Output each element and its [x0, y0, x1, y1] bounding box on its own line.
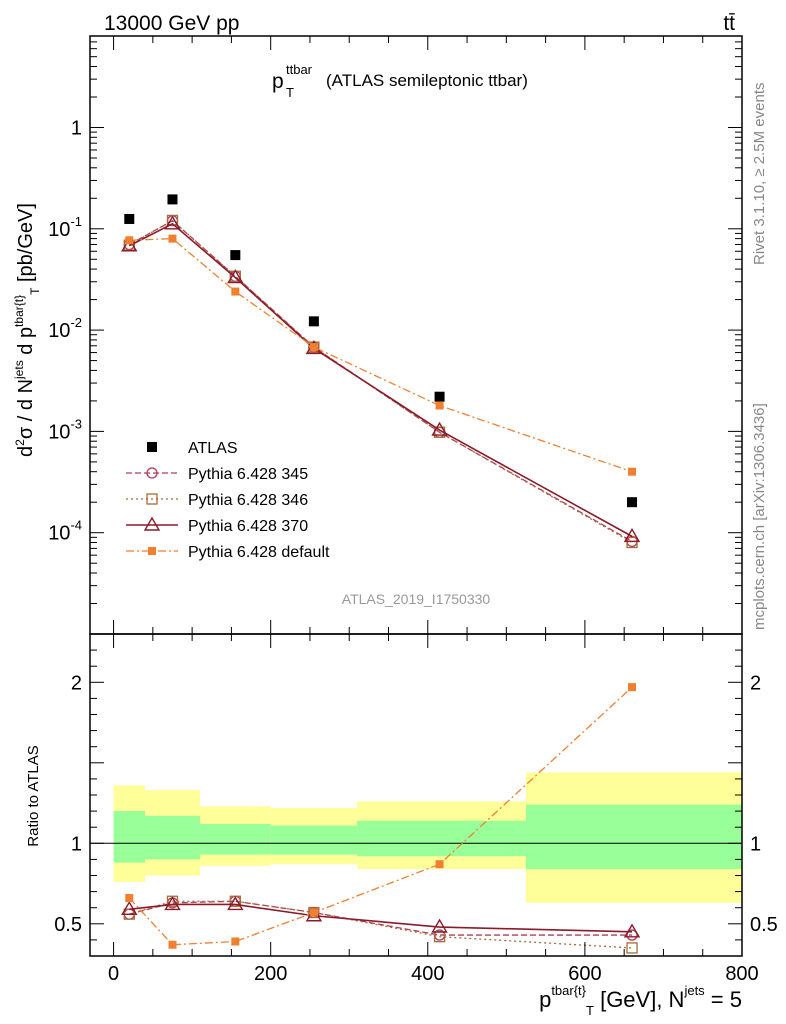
main-ytick-label: 10-4: [48, 518, 82, 545]
data-point-3: [623, 527, 641, 543]
plot-title-p: p: [272, 70, 284, 93]
ratio-ytick-label-right: 2: [750, 672, 761, 694]
main-ytick-label: 1: [71, 117, 82, 139]
ratio-line-2: [129, 903, 633, 933]
ratio-band-green: [144, 815, 200, 860]
legend-label-3: Pythia 6.428 370: [188, 518, 308, 535]
legend-label-2: Pythia 6.428 346: [188, 492, 308, 509]
plot-title-description: (ATLAS semileptonic ttbar): [326, 71, 528, 90]
ratio-point-1: [626, 942, 638, 954]
data-point-2: [166, 214, 179, 227]
data-point-3: [121, 237, 138, 252]
ratio-ytick-label-right: 0.5: [750, 914, 778, 936]
ratio-point-0: [626, 929, 638, 941]
data-point-0: [124, 213, 135, 224]
ratio-point-3: [231, 937, 240, 946]
legend: ATLAS Pythia 6.428 345 Pythia 6.428 346 Pyt…: [126, 440, 330, 561]
main-plot-content: [121, 194, 641, 549]
legend-marker-3: [143, 516, 161, 531]
main-ytick-label: 10-3: [48, 416, 82, 443]
mcplots-label: mcplots.cern.ch [arXiv:1306.3436]: [751, 403, 768, 630]
analysis-watermark: ATLAS_2019_I1750330: [342, 591, 491, 607]
legend-label-4: Pythia 6.428 default: [188, 544, 330, 561]
ratio-ylabel: Ratio to ATLAS: [25, 745, 42, 846]
ratio-xtick-label: 600: [568, 963, 601, 985]
ratio-ytick-label-left: 0.5: [54, 914, 82, 936]
legend-label-0: ATLAS: [188, 440, 238, 457]
ratio-point-2: [164, 896, 181, 911]
ratio-point-3: [168, 940, 177, 949]
ratio-xtick-label: 800: [725, 963, 758, 985]
data-point-3: [164, 215, 181, 230]
series-line-3: [128, 222, 633, 538]
ratio-band-green: [525, 804, 742, 870]
main-ytick-label: 10-1: [48, 214, 82, 241]
ratio-point-2: [623, 923, 641, 938]
data-point-4: [435, 401, 444, 410]
data-point-4: [628, 467, 637, 476]
data-point-0: [167, 194, 178, 205]
data-point-4: [231, 287, 240, 296]
ratio-point-3: [435, 860, 444, 869]
ratio-point-3: [628, 683, 637, 692]
main-axis-ticks: 10-4 10-3 10-2 10-1 1: [48, 35, 743, 635]
ratio-axis-ticks: 0 200 400 600 800 0.5 0.5 1 1 2 2: [54, 633, 778, 985]
data-point-0: [627, 497, 638, 508]
legend-marker-4: [148, 547, 156, 555]
ratio-ytick-label-left: 2: [71, 672, 82, 694]
ratio-line-3: [128, 686, 633, 946]
main-panel: 10-4 10-3 10-2 10-1 1 p ttbar T (ATLAS semil…: [12, 35, 743, 635]
ratio-band-green: [270, 825, 358, 855]
main-ylabel: d2σ / d Njets d ptbar{t}T [pb/GeV]: [12, 203, 42, 457]
ratio-plot-content: [90, 683, 742, 954]
plot-title-subscript: T: [286, 85, 294, 100]
data-point-3: [227, 269, 244, 284]
plot-title-superscript: ttbar: [286, 62, 313, 77]
ratio-panel: 0 200 400 600 800 0.5 0.5 1 1 2 2 Ratio to ATLAS: [25, 633, 778, 985]
legend-label-1: Pythia 6.428 345: [188, 466, 308, 483]
xlabel: ptbar{t}T [GeV], Njets = 5: [539, 983, 742, 1018]
ratio-point-2: [121, 900, 138, 916]
ratio-band-green: [113, 811, 145, 863]
ratio-band-green: [199, 823, 271, 855]
ratio-xtick-label: 200: [254, 963, 287, 985]
series-line-2: [128, 219, 633, 544]
series-line-4: [129, 237, 633, 473]
rivet-version-label: Rivet 3.1.10, ≥ 2.5M events: [751, 83, 768, 266]
ratio-point-2: [431, 918, 448, 933]
header-right: tt̄: [723, 12, 735, 35]
data-point-4: [168, 234, 177, 243]
ratio-point-3: [125, 894, 134, 903]
plot-title: p: [272, 70, 284, 93]
data-point-0: [230, 250, 241, 261]
data-point-3: [431, 421, 448, 436]
header-left: 13000 GeV pp: [104, 12, 239, 35]
ratio-point-2: [227, 896, 244, 911]
legend-marker-2: [146, 493, 158, 505]
data-point-4: [125, 236, 134, 245]
ratio-xtick-label: 400: [411, 963, 444, 985]
data-point-0: [434, 391, 445, 402]
ratio-band-green: [357, 820, 526, 857]
ratio-point-3: [309, 908, 318, 917]
data-point-0: [308, 316, 319, 327]
main-ytick-label: 10-2: [48, 315, 82, 342]
legend-marker-1: [146, 467, 158, 479]
ratio-ytick-label-right: 1: [750, 833, 761, 855]
ratio-ytick-label-left: 1: [71, 833, 82, 855]
data-point-2: [626, 536, 638, 549]
data-point-4: [309, 343, 318, 352]
legend-marker-0: [147, 442, 157, 452]
ratio-xtick-label: 0: [108, 963, 119, 985]
